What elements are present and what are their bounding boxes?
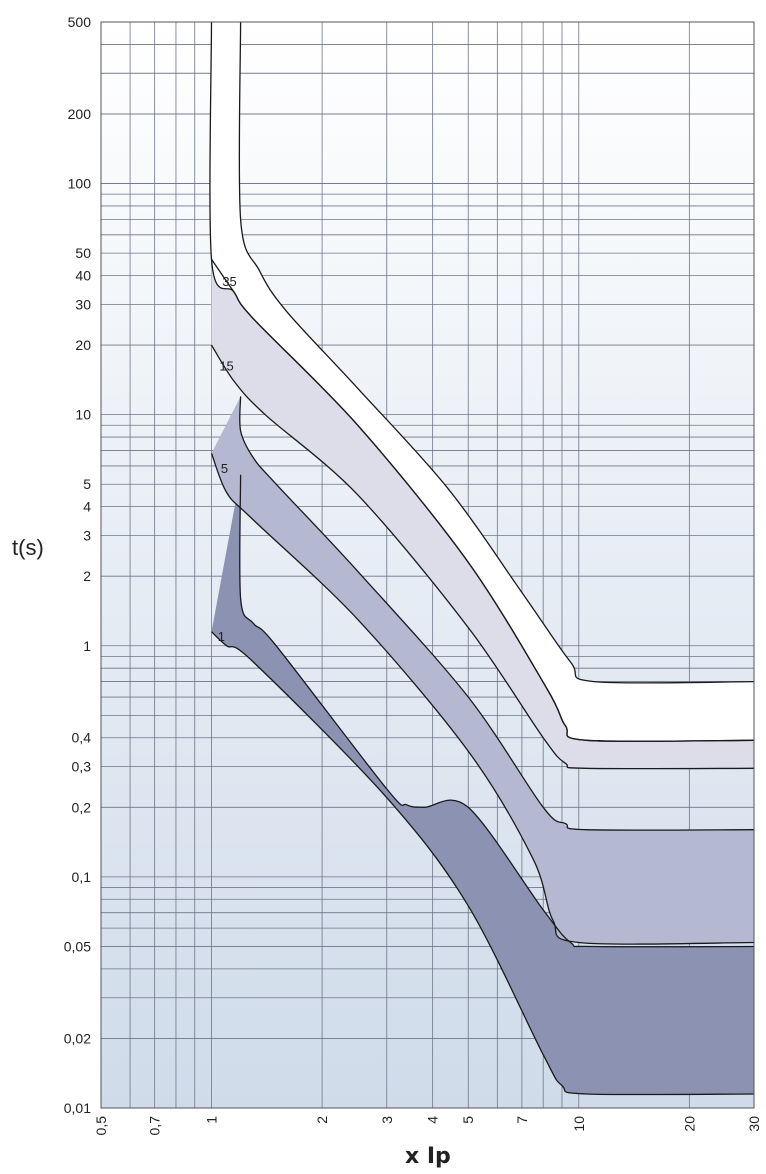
x-tick-label: 20 (681, 1116, 697, 1132)
y-tick-label: 10 (75, 407, 91, 423)
y-tick-label: 0,3 (72, 759, 92, 775)
x-tick-label: 30 (746, 1116, 762, 1132)
band-35-upper-curve (238, 21, 755, 684)
band-label-5: 5 (221, 461, 228, 476)
y-tick-label: 0,01 (64, 1100, 91, 1116)
band-1 (211, 474, 754, 1095)
x-tick-label: 3 (379, 1116, 395, 1124)
x-tick-label: 7 (514, 1116, 530, 1124)
y-tick-label: 40 (75, 268, 91, 284)
band-label-15: 15 (219, 359, 233, 374)
y-tick-label: 3 (83, 528, 91, 544)
x-tick-label: 10 (571, 1116, 587, 1132)
y-tick-label: 200 (68, 106, 92, 122)
x-tick-label: 5 (460, 1116, 476, 1124)
y-tick-label: 20 (75, 337, 91, 353)
y-tick-label: 30 (75, 296, 91, 312)
y-tick-label: 0,02 (64, 1030, 91, 1046)
y-tick-label: 0,1 (72, 869, 92, 885)
band-5-upper-curve (239, 396, 755, 831)
x-axis-label: x Ip (405, 1144, 451, 1169)
band-35 (209, 22, 754, 742)
x-tick-label: 0,5 (93, 1116, 109, 1136)
band-label-1: 1 (218, 629, 225, 644)
y-tick-label: 0,05 (64, 938, 91, 954)
band-1-upper-curve (239, 474, 755, 948)
band-15-upper-curve (210, 258, 755, 742)
y-tick-label: 500 (68, 14, 92, 30)
y-tick-label: 2 (83, 568, 91, 584)
plot-frame (100, 21, 755, 1109)
x-tick-label: 4 (425, 1116, 441, 1124)
y-tick-label: 4 (83, 499, 91, 515)
x-tick-label: 0,7 (147, 1116, 163, 1136)
x-tick-label: 2 (314, 1116, 330, 1124)
y-tick-label: 50 (75, 245, 91, 261)
y-tick-label: 0,2 (72, 799, 92, 815)
band-15-lower-curve (210, 344, 755, 770)
y-tick-label: 0,4 (72, 730, 92, 746)
y-tick-label: 5 (83, 476, 91, 492)
x-tick-label: 1 (204, 1116, 220, 1124)
y-axis-label: t(s) (12, 535, 44, 560)
band-5-lower-curve (210, 453, 755, 945)
band-label-35: 35 (222, 274, 236, 289)
y-tick-label: 1 (83, 638, 91, 654)
band-1-lower-curve (211, 631, 755, 1096)
y-tick-label: 100 (68, 176, 92, 192)
band-5 (211, 396, 754, 945)
